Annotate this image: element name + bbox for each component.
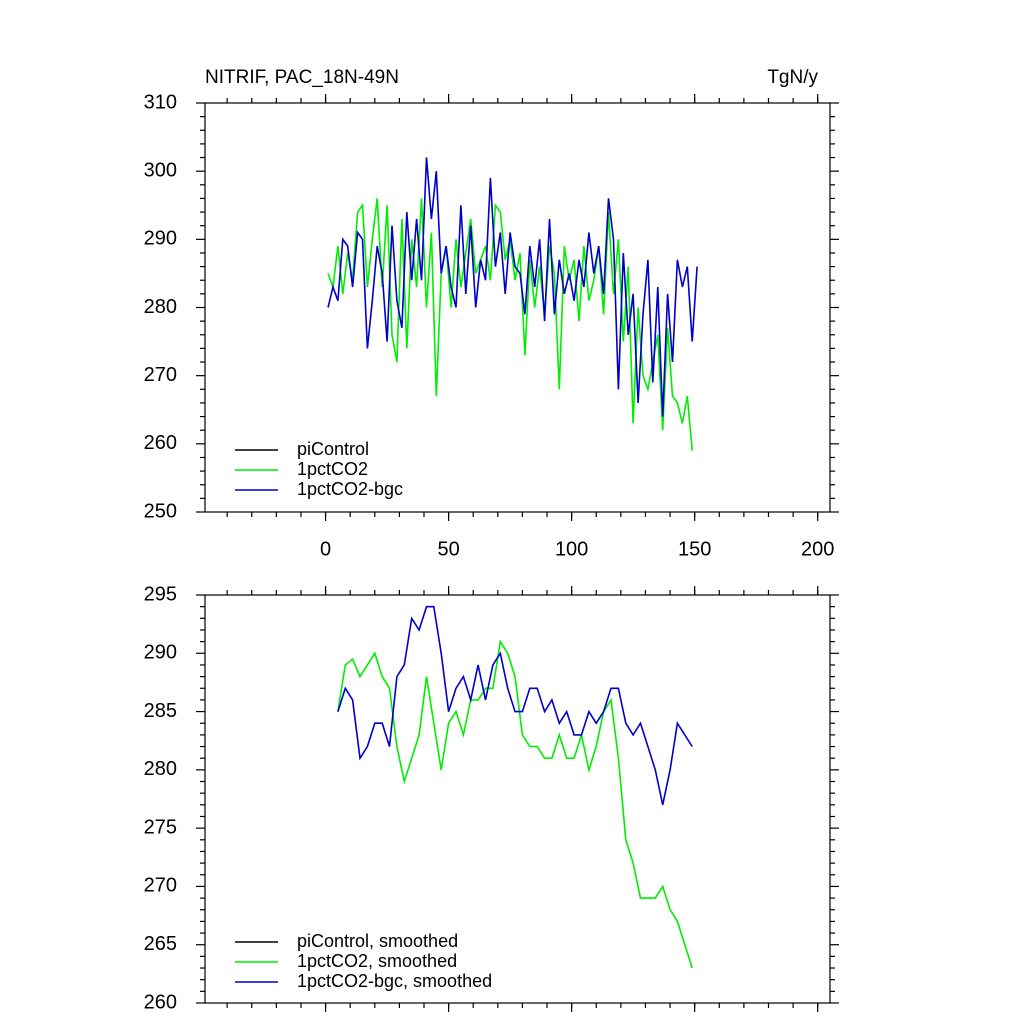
- y-tick-label: 260: [144, 991, 177, 1013]
- x-tick-label: 200: [801, 538, 834, 560]
- y-tick-label: 280: [144, 758, 177, 780]
- y-tick-label: 285: [144, 700, 177, 722]
- y-tick-label: 275: [144, 816, 177, 838]
- y-tick-label: 270: [144, 875, 177, 897]
- series-line: [337, 605, 693, 805]
- legend-label: piControl, smoothed: [297, 931, 458, 951]
- legend-label: piControl: [297, 439, 369, 459]
- y-tick-label: 265: [144, 933, 177, 955]
- x-tick-label: 50: [437, 538, 459, 560]
- y-tick-label: 310: [144, 91, 177, 113]
- x-tick-label: 150: [678, 538, 711, 560]
- plot-frame: [204, 594, 831, 1004]
- series-line: [327, 157, 698, 417]
- x-tick-label: 0: [320, 538, 331, 560]
- legend-label: 1pctCO2, smoothed: [297, 951, 457, 971]
- y-tick-label: 250: [144, 500, 177, 522]
- series-line: [337, 639, 693, 969]
- y-tick-label: 260: [144, 432, 177, 454]
- y-tick-label: 280: [144, 296, 177, 318]
- y-tick-label: 295: [144, 583, 177, 605]
- y-tick-label: 290: [144, 642, 177, 664]
- units-label: TgN/y: [767, 67, 818, 88]
- y-tick-label: 290: [144, 228, 177, 250]
- y-tick-label: 270: [144, 364, 177, 386]
- y-tick-label: 300: [144, 159, 177, 181]
- legend-label: 1pctCO2: [297, 459, 368, 479]
- legend-label: 1pctCO2-bgc: [297, 479, 403, 499]
- x-tick-label: 100: [555, 538, 588, 560]
- chart-title: NITRIF, PAC_18N-49N: [205, 67, 399, 88]
- legend-label: 1pctCO2-bgc, smoothed: [297, 971, 492, 991]
